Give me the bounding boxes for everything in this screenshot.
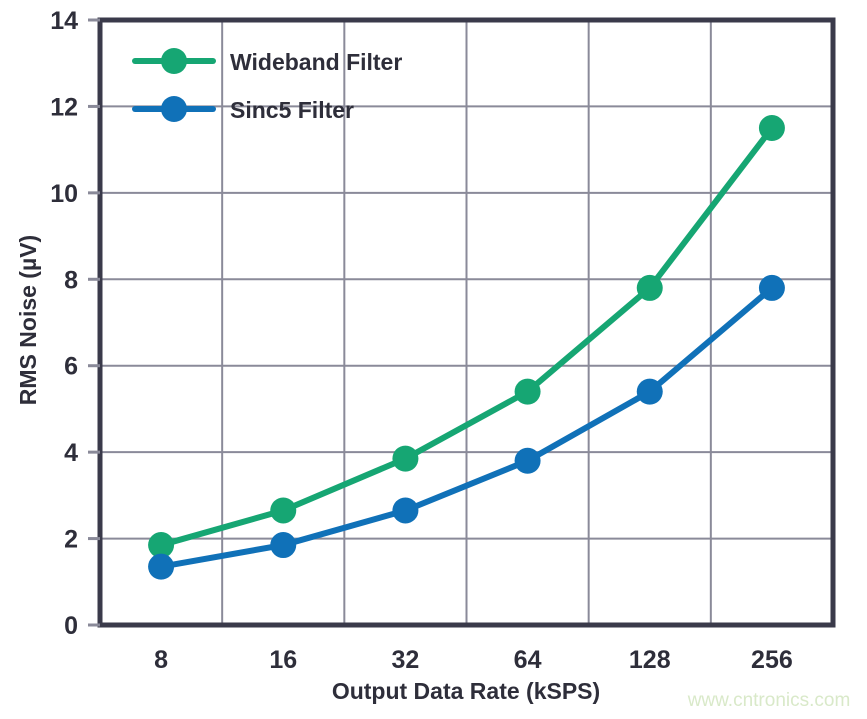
y-axis-tick-label: 10 xyxy=(50,180,78,208)
series-2 xyxy=(148,274,785,580)
series-line xyxy=(158,284,775,570)
series-1 xyxy=(148,115,785,559)
plot-border xyxy=(97,17,836,628)
plot-frame xyxy=(97,17,836,628)
y-axis-tick-label: 14 xyxy=(50,7,78,35)
series-line xyxy=(158,125,775,549)
series-lines xyxy=(148,115,785,580)
y-axis-tick-label: 6 xyxy=(64,353,78,381)
x-axis-tick-labels: 8 16 32 64 128 256 xyxy=(154,646,793,674)
x-axis-tick-label: 16 xyxy=(269,646,297,674)
y-axis-title: RMS Noise (µV) xyxy=(15,235,41,405)
data-point-marker xyxy=(514,447,541,474)
data-point-marker xyxy=(392,445,419,472)
legend-item-2: Sinc5 Filter xyxy=(132,96,354,123)
data-point-marker xyxy=(270,497,297,524)
x-axis-tick-label: 64 xyxy=(514,646,542,674)
data-point-marker xyxy=(758,274,785,301)
grid-lines xyxy=(100,20,833,625)
y-axis-tick-label: 12 xyxy=(50,93,78,121)
data-point-marker xyxy=(148,532,175,559)
y-axis-tick-labels: 0 2 4 6 8 10 12 14 xyxy=(50,7,78,640)
data-point-marker xyxy=(270,532,297,559)
x-axis-tick-label: 256 xyxy=(751,646,793,674)
chart-legend: Wideband Filter Sinc5 Filter xyxy=(132,48,402,123)
legend-label: Wideband Filter xyxy=(230,49,402,75)
x-axis-title: Output Data Rate (kSPS) xyxy=(332,678,600,704)
x-axis-tick-label: 32 xyxy=(392,646,420,674)
x-axis-tick-label: 128 xyxy=(629,646,671,674)
site-watermark: www.cntronics.com xyxy=(687,690,851,711)
x-axis-tick-label: 8 xyxy=(154,646,168,674)
y-axis-tick-label: 0 xyxy=(64,612,78,640)
legend-marker-swatch xyxy=(161,48,187,74)
data-point-marker xyxy=(758,115,785,142)
legend-label: Sinc5 Filter xyxy=(230,97,354,123)
data-point-marker xyxy=(514,378,541,405)
legend-marker-swatch xyxy=(161,96,187,122)
y-axis-tick-label: 4 xyxy=(64,439,78,467)
y-axis-tick-label: 2 xyxy=(64,526,78,554)
data-point-marker xyxy=(636,274,663,301)
y-axis-tick-label: 8 xyxy=(64,266,78,294)
data-point-marker xyxy=(636,378,663,405)
data-point-marker xyxy=(392,497,419,524)
y-axis-ticks xyxy=(88,18,100,627)
legend-item-1: Wideband Filter xyxy=(132,48,402,75)
data-point-marker xyxy=(148,553,175,580)
